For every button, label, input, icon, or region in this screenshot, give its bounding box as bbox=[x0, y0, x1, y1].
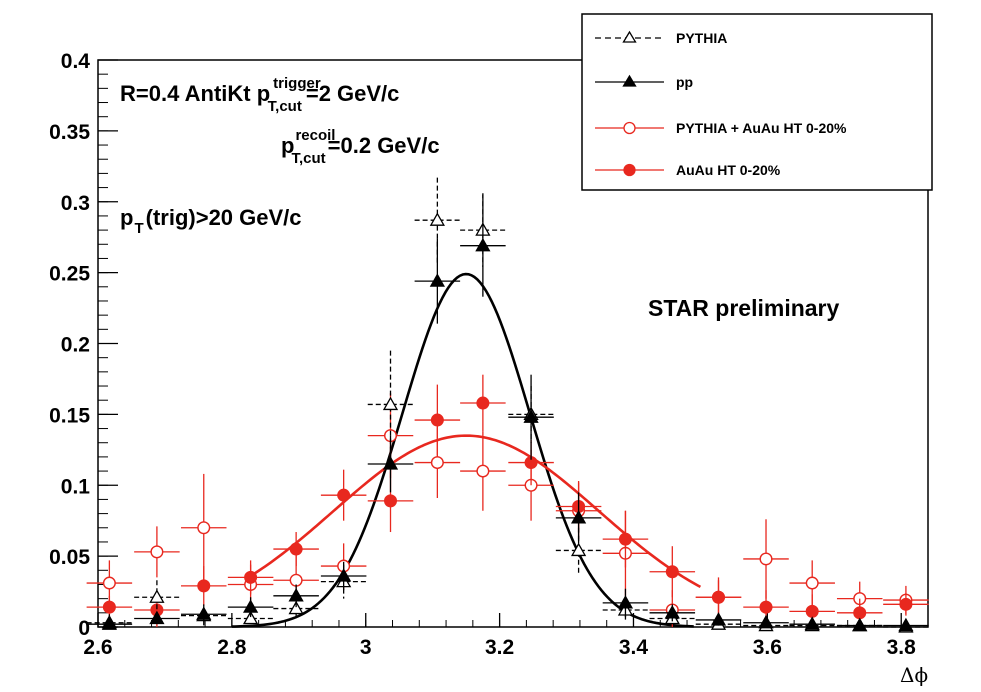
y-tick-label: 0.2 bbox=[61, 334, 90, 357]
open-circle-icon bbox=[623, 121, 636, 135]
data-point bbox=[382, 396, 399, 411]
x-tick-label: 3.8 bbox=[887, 636, 917, 659]
data-point bbox=[288, 587, 304, 602]
data-point bbox=[244, 570, 258, 584]
axes: 2.6 2.8 3 3.2 3.4 3.6 3.8 0 0.05 0.1 0.15 0.2 0.25 0.… bbox=[49, 50, 916, 659]
legend-label: AuAu HT 0-20% bbox=[676, 162, 781, 178]
legend-box bbox=[581, 13, 933, 191]
y-tick-label: 0.15 bbox=[49, 404, 90, 427]
data-point bbox=[197, 521, 211, 535]
y-tick-label: 0.25 bbox=[49, 263, 90, 286]
data-point bbox=[384, 494, 398, 508]
data-point bbox=[664, 605, 680, 619]
open-triangle-icon bbox=[622, 30, 637, 43]
y-tick-label: 0.05 bbox=[49, 546, 90, 569]
data-point bbox=[242, 599, 259, 613]
data-point bbox=[618, 532, 632, 546]
data-point bbox=[196, 606, 212, 620]
data-point bbox=[150, 545, 164, 559]
legend-label: PYTHIA + AuAu HT 0-20% bbox=[676, 120, 847, 136]
data-point bbox=[853, 606, 867, 620]
annotation-recoil-cut: precoil T,cut=0.2 GeV/c bbox=[281, 127, 440, 167]
data-point bbox=[710, 612, 727, 626]
y-tick-label: 0.35 bbox=[49, 121, 90, 144]
data-point bbox=[898, 617, 914, 632]
data-point bbox=[476, 396, 490, 410]
annotation-trigger-pt: pT(trig)>20 GeV/c bbox=[120, 205, 302, 237]
legend-entry-pythia-auau: PYTHIA + AuAu HT 0-20% bbox=[595, 120, 847, 136]
data-point bbox=[617, 595, 634, 609]
series bbox=[86, 374, 929, 627]
x-axis-label: Δϕ bbox=[900, 663, 928, 687]
data-point bbox=[476, 464, 490, 478]
data-point bbox=[337, 488, 351, 502]
legend: PYTHIA pp PYTHIA + AuAu HT 0-20% AuAu HT… bbox=[581, 13, 933, 191]
data-point bbox=[711, 590, 725, 604]
y-tick-label: 0.1 bbox=[61, 475, 91, 498]
data-point bbox=[759, 552, 773, 566]
fit-curve bbox=[231, 272, 694, 628]
data-point bbox=[805, 576, 819, 590]
data-point bbox=[430, 413, 444, 427]
x-tick-label: 2.6 bbox=[83, 636, 112, 659]
data-points bbox=[86, 177, 929, 633]
data-point bbox=[289, 542, 303, 556]
data-point bbox=[759, 600, 773, 614]
y-tick-label: 0.3 bbox=[61, 192, 90, 215]
data-point bbox=[149, 610, 165, 625]
legend-entry-pp: pp bbox=[595, 74, 693, 90]
series bbox=[86, 194, 929, 632]
data-point bbox=[382, 456, 399, 470]
x-tick-label: 3.2 bbox=[485, 636, 514, 659]
y-tick-label: 0 bbox=[78, 617, 90, 640]
data-point bbox=[101, 616, 117, 630]
data-point bbox=[430, 456, 444, 470]
data-point bbox=[570, 542, 587, 557]
data-point bbox=[570, 510, 587, 524]
data-point bbox=[852, 617, 868, 632]
x-tick-label: 3 bbox=[360, 636, 372, 659]
legend-label: PYTHIA bbox=[676, 30, 727, 46]
annotation-star-preliminary: STAR preliminary bbox=[648, 295, 839, 321]
data-point bbox=[288, 600, 304, 615]
data-point bbox=[197, 579, 211, 593]
data-point bbox=[523, 409, 539, 423]
data-point bbox=[475, 237, 491, 252]
data-point bbox=[289, 573, 303, 587]
data-point bbox=[149, 589, 165, 603]
annotation-jet-definition: R=0.4 AntiKt p trigger T,cut=2 GeV/c bbox=[120, 75, 399, 115]
x-tick-label: 2.8 bbox=[217, 636, 247, 659]
filled-circle-icon bbox=[623, 163, 636, 177]
data-point bbox=[758, 614, 774, 629]
data-point bbox=[336, 568, 352, 582]
data-point bbox=[805, 604, 819, 618]
x-tick-label: 3.6 bbox=[753, 636, 782, 659]
x-tick-label: 3.4 bbox=[619, 636, 649, 659]
data-point bbox=[102, 576, 116, 590]
data-point bbox=[242, 610, 259, 625]
data-point bbox=[102, 600, 116, 614]
y-tick-label: 0.4 bbox=[61, 50, 91, 73]
data-point bbox=[899, 597, 913, 611]
data-point bbox=[429, 273, 445, 287]
data-point bbox=[804, 616, 820, 630]
filled-triangle-icon bbox=[622, 74, 637, 87]
legend-entry-auau: AuAu HT 0-20% bbox=[595, 162, 781, 178]
data-point bbox=[665, 565, 679, 579]
legend-entry-pythia: PYTHIA bbox=[595, 30, 727, 46]
data-point bbox=[429, 212, 445, 226]
legend-label: pp bbox=[676, 74, 693, 90]
